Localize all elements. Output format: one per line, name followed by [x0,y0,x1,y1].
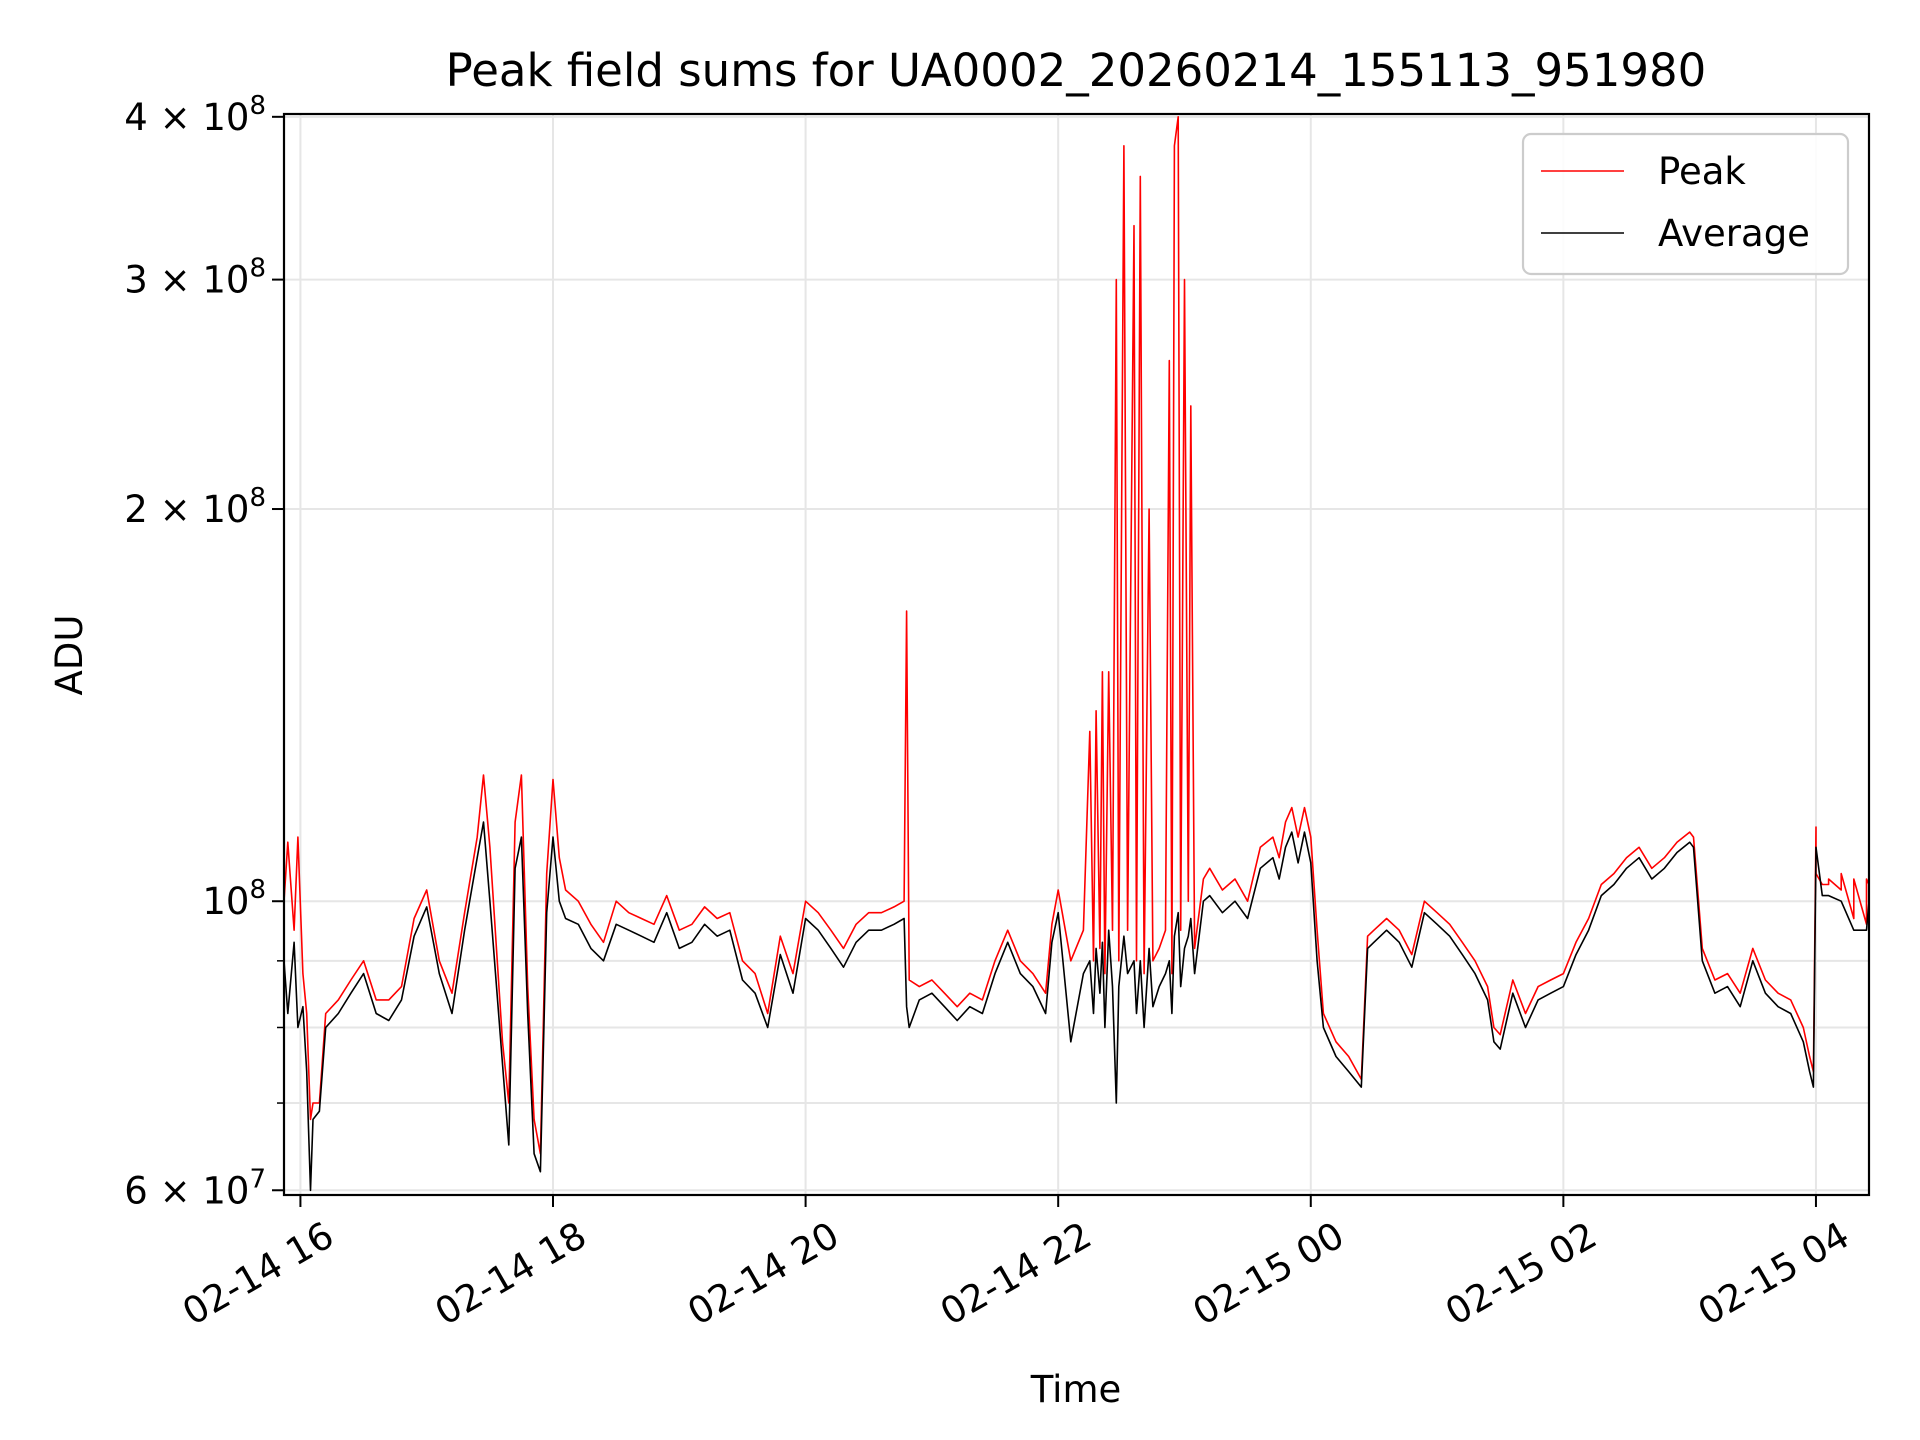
legend: Peak Average [1521,132,1850,276]
y-tick-label: 4 × 108 [124,91,266,139]
legend-peak-label: Peak [1658,150,1746,193]
chart-title: Peak field sums for UA0002_20260214_1551… [446,44,1707,97]
y-tick-label: 108 [202,875,266,923]
series-line-peak [284,116,1869,1155]
y-tick-label: 3 × 108 [124,254,266,302]
y-tick-label: 6 × 107 [124,1164,266,1212]
x-axis-label: Time [1030,1368,1122,1411]
grid-layer [284,114,1869,1195]
y-axis-label: ADU [48,615,91,696]
y-tick-label: 2 × 108 [124,483,266,531]
axes-frame [282,112,1871,1197]
legend-box [1521,132,1850,276]
series-layer [284,116,1869,1192]
series-line-average [284,821,1869,1192]
legend-average-label: Average [1658,212,1810,255]
